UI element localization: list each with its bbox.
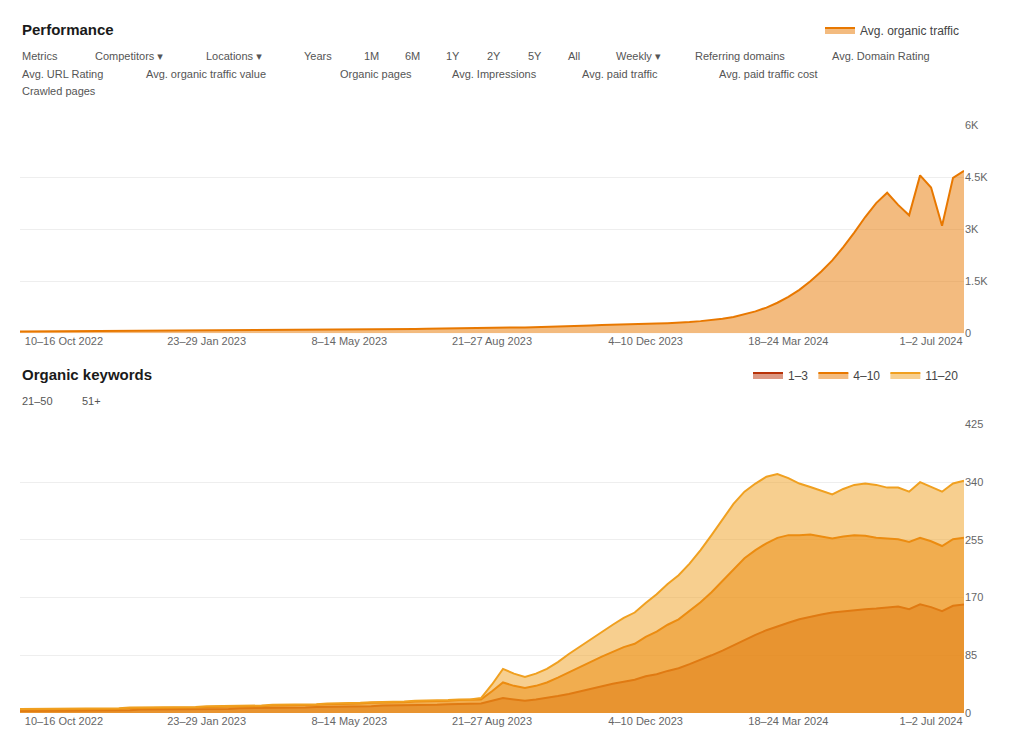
svg-text:21–27 Aug 2023: 21–27 Aug 2023	[452, 335, 532, 347]
svg-text:Referring domains: Referring domains	[695, 50, 785, 62]
svg-text:1–2 Jul 2024: 1–2 Jul 2024	[900, 715, 963, 727]
svg-text:10–16 Oct 2022: 10–16 Oct 2022	[25, 335, 103, 347]
svg-text:Crawled pages: Crawled pages	[22, 85, 96, 97]
svg-text:Avg. paid traffic: Avg. paid traffic	[582, 68, 658, 80]
svg-text:Organic pages: Organic pages	[340, 68, 412, 80]
svg-text:Performance: Performance	[22, 21, 114, 38]
svg-text:Avg. Domain Rating: Avg. Domain Rating	[832, 50, 930, 62]
svg-text:21–50: 21–50	[22, 395, 53, 407]
svg-text:Organic keywords: Organic keywords	[22, 366, 152, 383]
svg-text:11–20: 11–20	[925, 369, 958, 383]
svg-text:23–29 Jan 2023: 23–29 Jan 2023	[167, 715, 246, 727]
svg-text:Avg. Impressions: Avg. Impressions	[452, 68, 537, 80]
svg-text:1Y: 1Y	[446, 50, 460, 62]
svg-text:6M: 6M	[405, 50, 420, 62]
svg-text:0: 0	[965, 707, 971, 719]
svg-text:1–2 Jul 2024: 1–2 Jul 2024	[900, 335, 963, 347]
svg-text:Avg. organic traffic value: Avg. organic traffic value	[146, 68, 266, 80]
svg-text:51+: 51+	[82, 395, 101, 407]
svg-text:85: 85	[965, 649, 977, 661]
svg-text:2Y: 2Y	[487, 50, 501, 62]
svg-text:Years: Years	[304, 50, 332, 62]
svg-text:170: 170	[965, 591, 983, 603]
svg-text:18–24 Mar 2024: 18–24 Mar 2024	[748, 715, 828, 727]
svg-text:1–3: 1–3	[788, 369, 808, 383]
svg-text:21–27 Aug 2023: 21–27 Aug 2023	[452, 715, 532, 727]
svg-text:All: All	[568, 50, 580, 62]
svg-text:Weekly ▾: Weekly ▾	[616, 50, 661, 62]
svg-text:Avg. URL Rating: Avg. URL Rating	[22, 68, 103, 80]
svg-text:255: 255	[965, 534, 983, 546]
svg-text:3K: 3K	[965, 223, 979, 235]
svg-text:Locations ▾: Locations ▾	[206, 50, 262, 62]
svg-text:Avg. paid traffic cost: Avg. paid traffic cost	[719, 68, 818, 80]
svg-text:10–16 Oct 2022: 10–16 Oct 2022	[25, 715, 103, 727]
svg-text:23–29 Jan 2023: 23–29 Jan 2023	[167, 335, 246, 347]
svg-text:4–10: 4–10	[853, 369, 880, 383]
svg-text:Avg. organic traffic: Avg. organic traffic	[860, 24, 959, 38]
svg-text:340: 340	[965, 476, 983, 488]
svg-text:Competitors ▾: Competitors ▾	[95, 50, 163, 62]
svg-text:0: 0	[965, 327, 971, 339]
svg-text:5Y: 5Y	[528, 50, 542, 62]
svg-text:Metrics: Metrics	[22, 50, 58, 62]
svg-text:1.5K: 1.5K	[965, 275, 988, 287]
svg-text:4.5K: 4.5K	[965, 171, 988, 183]
svg-text:8–14 May 2023: 8–14 May 2023	[311, 715, 387, 727]
svg-text:4–10 Dec 2023: 4–10 Dec 2023	[608, 335, 683, 347]
svg-text:6K: 6K	[965, 119, 979, 131]
svg-text:425: 425	[965, 418, 983, 430]
svg-text:4–10 Dec 2023: 4–10 Dec 2023	[608, 715, 683, 727]
svg-text:18–24 Mar 2024: 18–24 Mar 2024	[748, 335, 828, 347]
svg-text:1M: 1M	[364, 50, 379, 62]
svg-text:8–14 May 2023: 8–14 May 2023	[311, 335, 387, 347]
